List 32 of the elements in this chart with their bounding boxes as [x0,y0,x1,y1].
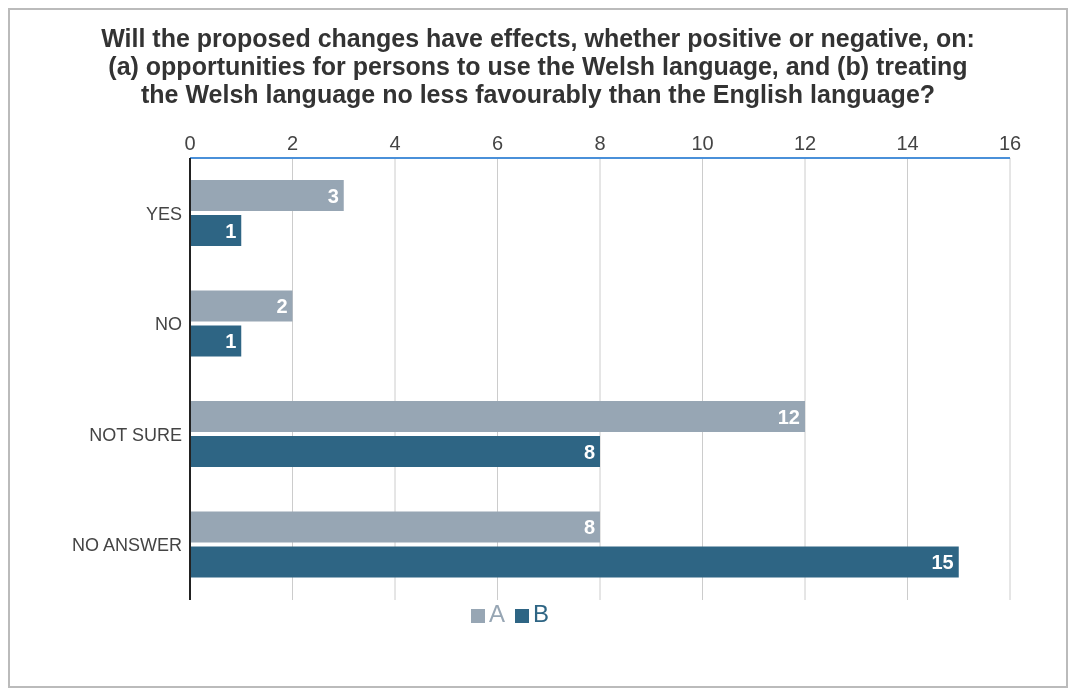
x-tick-label: 2 [286,132,299,154]
y-tick-label: NOT SURE [89,424,182,445]
bar [190,290,293,322]
legend-label: B [533,600,550,627]
x-tick-label: 4 [389,132,401,154]
data-label: 3 [327,184,339,207]
data-label: 12 [777,405,800,428]
x-tick-label: 8 [594,132,606,154]
y-tick-label: NO [155,314,182,335]
x-tick-label: 12 [793,132,817,154]
data-label: 1 [225,330,237,353]
data-label: 15 [931,551,954,574]
x-tick-label: 0 [184,132,196,154]
bar [190,511,600,543]
x-tick-label: 6 [491,132,504,154]
x-tick-label: 16 [998,132,1022,154]
bar [190,215,242,247]
data-label: 8 [583,516,595,539]
chart-title: Will the proposed changes have effects, whether positive or negative, on: (a) opportunities for persons to use the Welsh language, and (b) treating the Welsh language no less favourably than the English language? [100,24,976,108]
data-label: 2 [276,295,288,318]
x-tick-label: 14 [896,132,919,154]
bar [190,546,959,578]
bar [190,436,600,468]
bar [190,325,242,357]
y-tick-label: YES [145,203,182,224]
legend-label: A [488,600,505,627]
bar [190,180,344,212]
data-label: 1 [225,219,237,242]
y-tick-label: NO ANSWER [71,535,182,556]
data-label: 8 [583,440,595,463]
x-tick-label: 10 [691,132,714,154]
bar [190,401,805,433]
